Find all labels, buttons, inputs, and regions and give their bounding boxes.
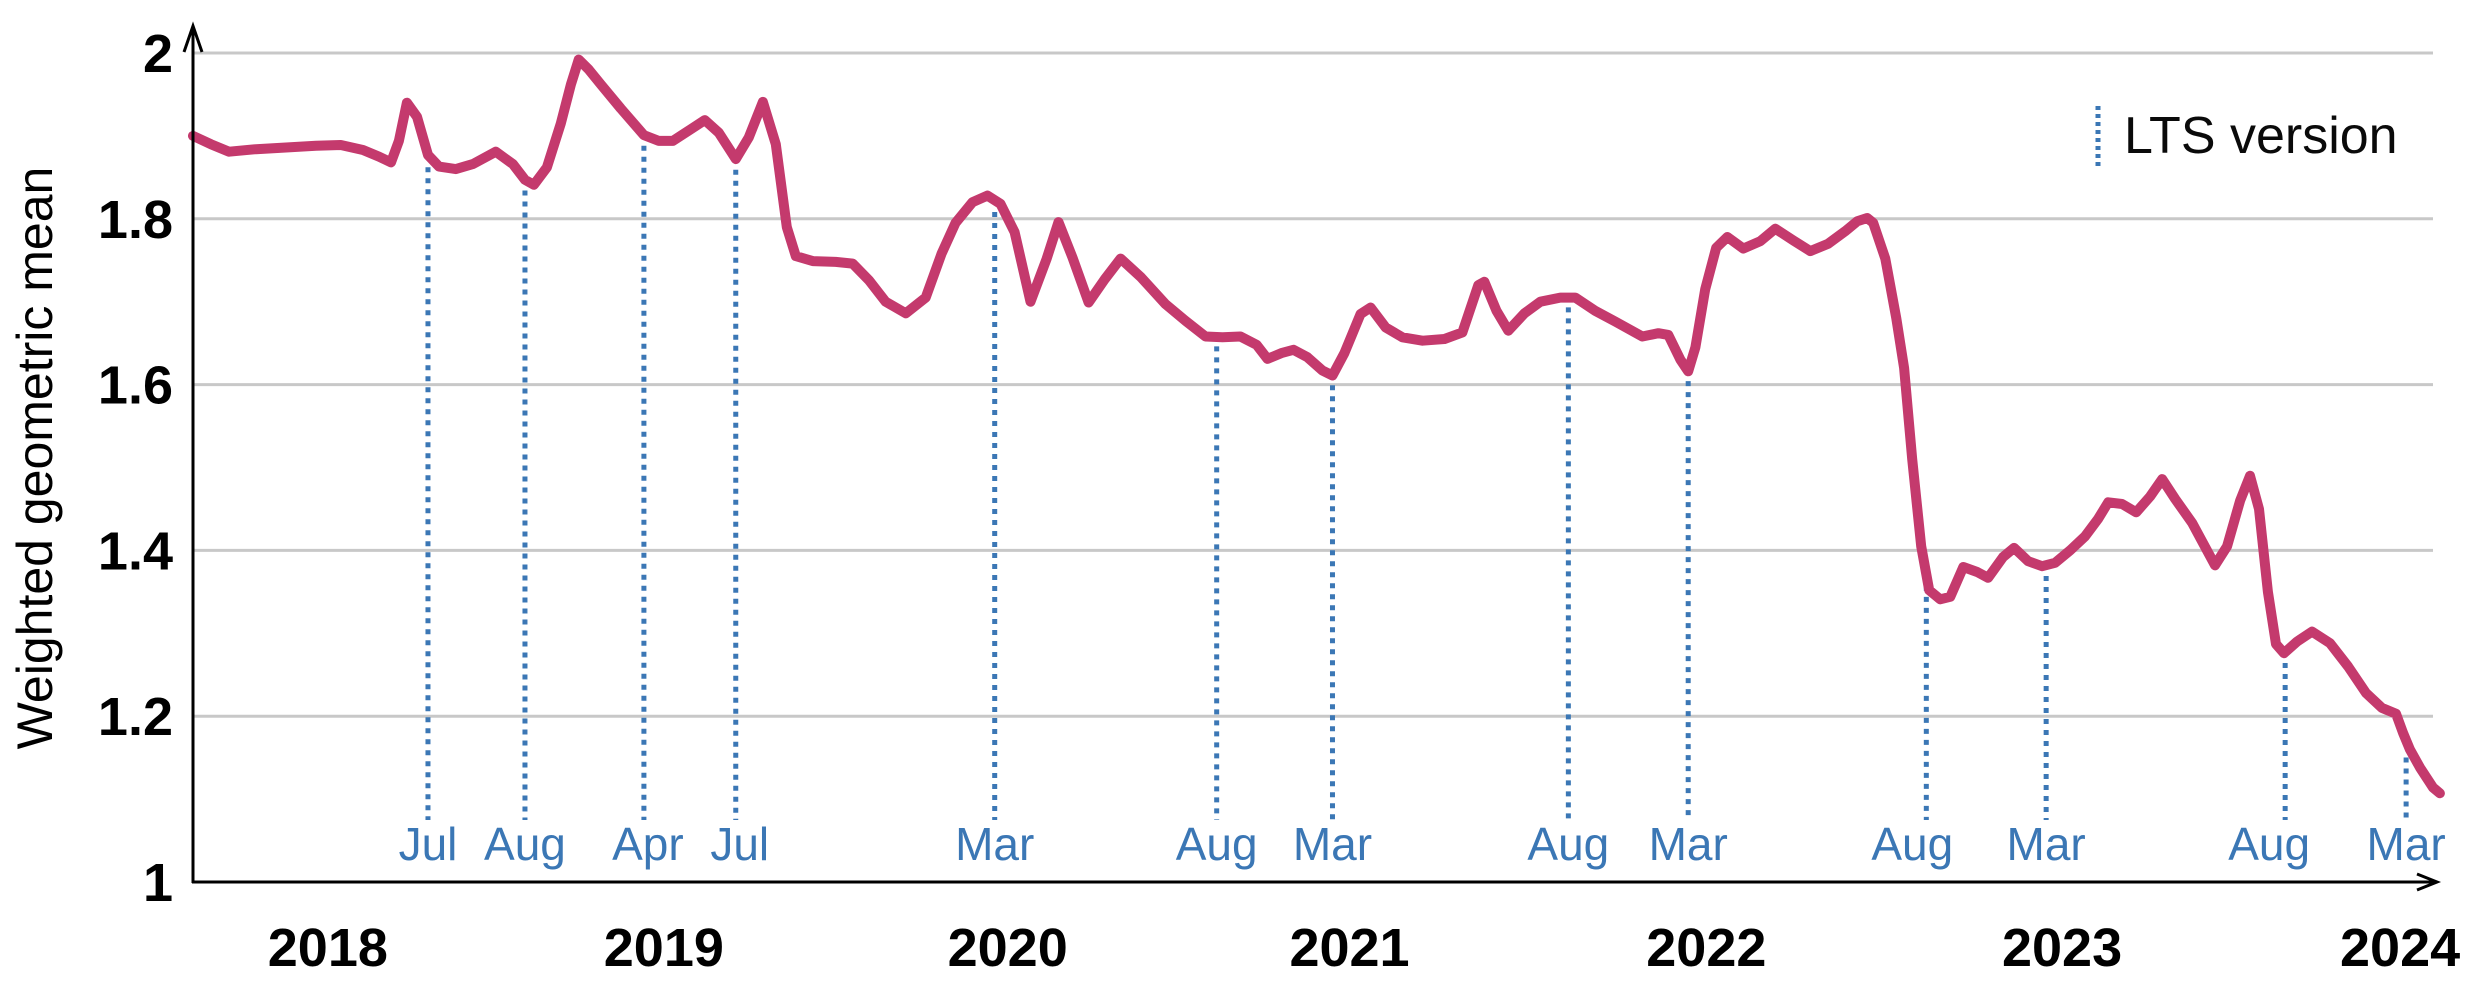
lts-month-label-7-aug: Aug (1527, 818, 1609, 870)
year-label-2021: 2021 (1289, 918, 1409, 978)
lts-month-label-6-mar: Mar (1293, 818, 1372, 870)
y-axis-title: Weighted geometric mean (7, 167, 63, 750)
series-line-weighted-geometric-mean (188, 54, 2445, 799)
y-tick-label-1.4: 1.4 (98, 521, 173, 581)
lts-month-label-2-apr: Apr (612, 818, 684, 870)
year-label-2019: 2019 (604, 918, 724, 978)
y-tick-label-2: 2 (143, 24, 173, 84)
lts-month-labels: Jul Aug Apr Jul Mar Aug Mar Aug Mar Aug Mar Aug Mar (399, 818, 2446, 870)
y-tick-label-1.6: 1.6 (98, 356, 173, 416)
series-lines (188, 54, 2445, 799)
lts-month-label-0-jul: Jul (399, 818, 458, 870)
legend: LTS version (2095, 106, 2398, 168)
lts-month-label-1-aug: Aug (484, 818, 566, 870)
lts-month-label-8-mar: Mar (1649, 818, 1728, 870)
year-label-2020: 2020 (948, 918, 1068, 978)
gridlines (193, 51, 2433, 718)
y-tick-label-1.2: 1.2 (98, 687, 173, 747)
x-year-labels: 2018 2019 2020 2021 2022 2023 2024 (268, 918, 2460, 978)
lts-month-label-12-mar: Mar (2367, 818, 2446, 870)
lts-month-label-3-jul: Jul (710, 818, 769, 870)
year-label-2023: 2023 (2002, 918, 2122, 978)
y-axis-arrow-icon (182, 21, 204, 53)
lts-version-lines (425, 145, 2409, 820)
lts-month-label-5-aug: Aug (1176, 818, 1258, 870)
lts-month-label-11-aug: Aug (2228, 818, 2310, 870)
legend-label: LTS version (2124, 107, 2398, 165)
y-tick-labels: 2 1.8 1.6 1.4 1.2 1 (98, 24, 173, 913)
year-label-2022: 2022 (1646, 918, 1766, 978)
lts-month-label-4-mar: Mar (955, 818, 1034, 870)
y-tick-label-1: 1 (143, 853, 173, 913)
axes (182, 21, 2442, 892)
y-tick-label-1.8: 1.8 (98, 190, 173, 250)
x-axis-arrow-icon (2416, 872, 2442, 892)
lts-month-label-10-mar: Mar (2007, 818, 2086, 870)
year-label-2018: 2018 (268, 918, 388, 978)
year-label-2024: 2024 (2340, 918, 2460, 978)
lts-month-label-9-aug: Aug (1871, 818, 1953, 870)
